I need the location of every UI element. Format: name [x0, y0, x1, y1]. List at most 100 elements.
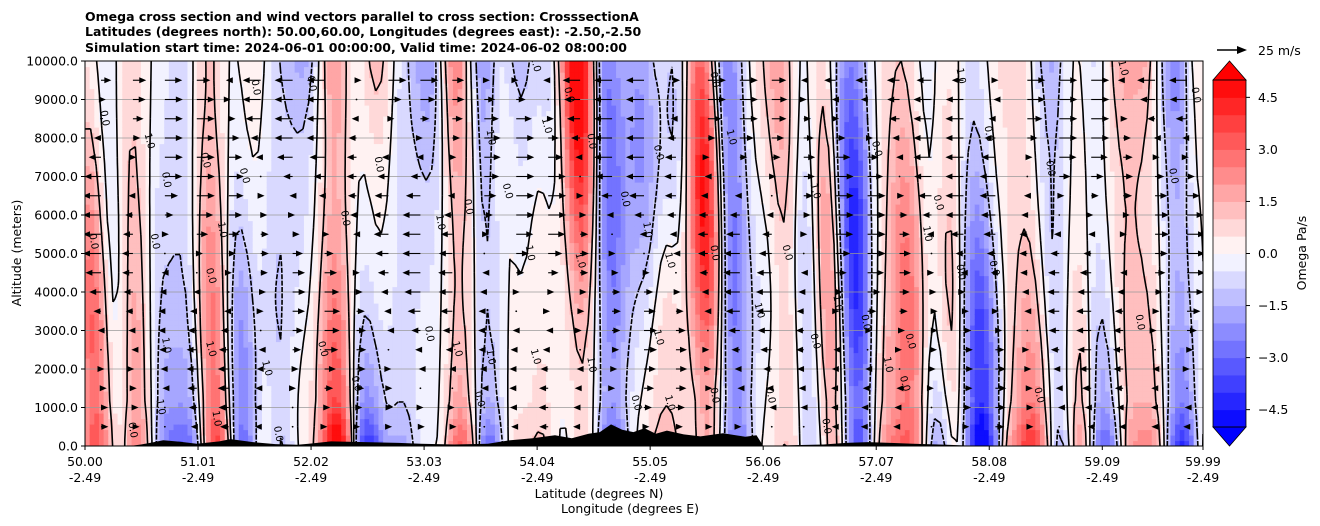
- field-cell: [174, 375, 179, 381]
- field-cell: [392, 369, 397, 375]
- field-cell: [332, 67, 337, 73]
- field-cell: [383, 265, 388, 271]
- field-cell: [164, 243, 169, 249]
- field-cell: [85, 309, 90, 315]
- field-cell: [392, 358, 397, 364]
- field-cell: [211, 380, 216, 386]
- field-cell: [155, 430, 160, 436]
- field-cell: [178, 127, 183, 133]
- field-cell: [341, 298, 346, 304]
- field-cell: [155, 188, 160, 194]
- field-cell: [85, 100, 90, 106]
- field-cell: [332, 358, 337, 364]
- field-cell: [281, 188, 286, 194]
- field-cell: [183, 111, 188, 117]
- field-cell: [118, 391, 123, 397]
- field-cell: [155, 215, 160, 221]
- field-cell: [243, 336, 248, 342]
- field-cell: [178, 386, 183, 392]
- field-cell: [201, 309, 206, 315]
- field-cell: [113, 204, 118, 210]
- field-cell: [374, 100, 379, 106]
- field-cell: [267, 391, 272, 397]
- field-cell: [304, 199, 309, 205]
- field-cell: [155, 259, 160, 265]
- field-cell: [402, 292, 407, 298]
- field-cell: [243, 430, 248, 436]
- field-cell: [392, 105, 397, 111]
- field-cell: [187, 419, 192, 425]
- field-cell: [383, 149, 388, 155]
- field-cell: [290, 320, 295, 326]
- field-cell: [211, 237, 216, 243]
- field-cell: [383, 342, 388, 348]
- field-cell: [118, 375, 123, 381]
- field-cell: [220, 160, 225, 166]
- field-cell: [327, 276, 332, 282]
- field-cell: [365, 276, 370, 282]
- field-cell: [374, 298, 379, 304]
- field-cell: [392, 254, 397, 260]
- field-cell: [378, 204, 383, 210]
- field-cell: [295, 226, 300, 232]
- field-cell: [160, 160, 165, 166]
- field-cell: [392, 419, 397, 425]
- field-cell: [262, 353, 267, 359]
- field-cell: [220, 149, 225, 155]
- field-cell: [388, 221, 393, 227]
- field-cell: [318, 199, 323, 205]
- field-cell: [341, 259, 346, 265]
- field-cell: [406, 265, 411, 271]
- field-cell: [267, 408, 272, 414]
- field-cell: [290, 435, 295, 441]
- field-cell: [355, 72, 360, 78]
- field-cell: [174, 199, 179, 205]
- field-cell: [211, 144, 216, 150]
- field-cell: [267, 292, 272, 298]
- field-cell: [360, 221, 365, 227]
- field-cell: [313, 254, 318, 260]
- field-cell: [243, 419, 248, 425]
- field-cell: [374, 413, 379, 419]
- field-cell: [365, 259, 370, 265]
- field-cell: [234, 105, 239, 111]
- field-cell: [285, 298, 290, 304]
- field-cell: [285, 204, 290, 210]
- field-cell: [243, 193, 248, 199]
- field-cell: [378, 111, 383, 117]
- field-cell: [127, 83, 132, 89]
- field-cell: [183, 100, 188, 106]
- field-cell: [369, 375, 374, 381]
- field-cell: [220, 391, 225, 397]
- field-cell: [416, 397, 421, 403]
- field-cell: [262, 397, 267, 403]
- field-cell: [215, 298, 220, 304]
- field-cell: [318, 188, 323, 194]
- field-cell: [118, 380, 123, 386]
- field-cell: [239, 408, 244, 414]
- field-cell: [183, 243, 188, 249]
- field-cell: [108, 204, 113, 210]
- field-cell: [318, 144, 323, 150]
- field-cell: [402, 424, 407, 430]
- field-cell: [411, 413, 416, 419]
- field-cell: [299, 276, 304, 282]
- field-cell: [402, 177, 407, 183]
- field-cell: [234, 303, 239, 309]
- field-cell: [332, 160, 337, 166]
- field-cell: [136, 320, 141, 326]
- field-cell: [215, 111, 220, 117]
- field-cell: [323, 375, 328, 381]
- field-cell: [104, 89, 109, 95]
- field-cell: [411, 226, 416, 232]
- field-cell: [150, 188, 155, 194]
- field-cell: [183, 430, 188, 436]
- field-cell: [248, 193, 253, 199]
- field-cell: [285, 342, 290, 348]
- field-cell: [234, 331, 239, 337]
- field-cell: [365, 116, 370, 122]
- field-cell: [281, 127, 286, 133]
- field-cell: [113, 105, 118, 111]
- field-cell: [211, 243, 216, 249]
- field-cell: [271, 331, 276, 337]
